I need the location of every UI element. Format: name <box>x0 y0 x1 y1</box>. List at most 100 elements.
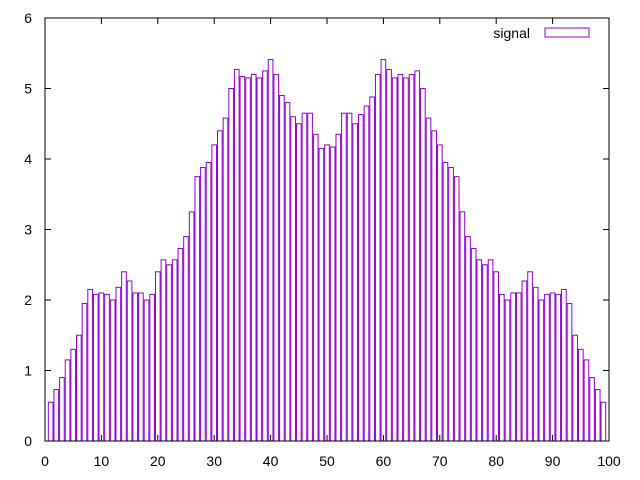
histogram-bar <box>431 130 437 442</box>
x-tick-label: 40 <box>263 453 279 469</box>
histogram-bar <box>284 102 291 442</box>
histogram-bar <box>121 271 127 442</box>
histogram-bar <box>346 112 353 442</box>
histogram-bar <box>318 147 325 442</box>
histogram-bar <box>425 117 432 442</box>
histogram-bar <box>279 95 285 442</box>
histogram-bar <box>414 70 421 442</box>
histogram-bar <box>589 377 595 442</box>
histogram-bar <box>459 211 466 442</box>
histogram-bar <box>290 116 296 442</box>
histogram-bar <box>324 144 330 442</box>
x-tick-label: 0 <box>41 453 49 469</box>
histogram-bar <box>59 377 65 442</box>
histogram-bar <box>273 73 280 442</box>
histogram-bar <box>555 293 562 442</box>
histogram-bar <box>222 117 229 442</box>
histogram-bar <box>487 259 494 442</box>
histogram-bar <box>239 76 246 442</box>
histogram-bar <box>329 146 336 442</box>
histogram-bar <box>171 259 178 442</box>
histogram-bar <box>183 236 189 442</box>
histogram-bar <box>262 70 268 442</box>
y-tick-label: 2 <box>24 292 32 308</box>
legend-label: signal <box>493 25 530 41</box>
bars-group <box>47 59 607 442</box>
y-tick-label: 5 <box>24 81 32 97</box>
x-tick-label: 50 <box>319 453 335 469</box>
y-tick-label: 4 <box>24 151 32 167</box>
histogram-bar <box>194 176 201 442</box>
x-tick-label: 80 <box>488 453 504 469</box>
histogram-bar <box>312 133 319 442</box>
histogram-bar <box>205 162 212 442</box>
histogram-bar <box>369 96 375 442</box>
histogram-bar <box>386 68 392 442</box>
histogram-bar <box>538 299 545 442</box>
histogram-bar <box>504 299 511 442</box>
histogram-bar <box>104 293 110 442</box>
histogram-bar <box>301 112 308 442</box>
histogram-bar <box>600 401 607 442</box>
histogram-bar <box>341 112 347 442</box>
histogram-bar <box>154 271 161 442</box>
histogram-bar <box>408 73 415 442</box>
histogram-bar <box>81 303 88 442</box>
histogram-bar <box>166 264 172 442</box>
histogram-bar <box>380 59 387 442</box>
x-tick-label: 30 <box>206 453 222 469</box>
histogram-bar <box>436 144 443 442</box>
histogram-bar <box>358 114 364 442</box>
histogram-bar <box>403 77 409 442</box>
histogram-bar <box>87 288 93 442</box>
histogram-bar <box>53 389 60 442</box>
histogram-bar <box>532 286 539 442</box>
histogram-bar <box>561 288 567 442</box>
histogram-bar <box>476 259 483 442</box>
histogram-bar <box>594 389 601 442</box>
histogram-bar <box>250 73 257 442</box>
histogram-bar <box>132 292 139 442</box>
histogram-bar <box>527 271 533 442</box>
histogram-bar <box>256 77 263 442</box>
y-tick-label: 3 <box>24 222 32 238</box>
plot-frame <box>44 17 610 442</box>
histogram-bar <box>352 123 359 442</box>
histogram-bar <box>465 236 471 442</box>
histogram-bar <box>577 348 584 442</box>
histogram-bar <box>544 293 550 442</box>
histogram-bar <box>245 77 251 442</box>
histogram-bar <box>515 292 522 442</box>
histogram-bar <box>295 123 302 442</box>
histogram-bar <box>335 133 342 442</box>
histogram-bar <box>521 280 528 442</box>
histogram-bar <box>188 211 195 442</box>
histogram-bar <box>211 144 218 442</box>
histogram-bar <box>493 271 500 442</box>
histogram-bar <box>583 359 590 442</box>
histogram-bar <box>363 105 370 442</box>
x-tick-label: 20 <box>150 453 166 469</box>
histogram-bar <box>448 166 454 442</box>
histogram-bar <box>109 299 116 442</box>
x-tick-label: 60 <box>376 453 392 469</box>
histogram-bar <box>510 292 516 442</box>
histogram-bar <box>143 299 150 442</box>
histogram-bar <box>160 259 167 442</box>
histogram-bar <box>549 292 556 442</box>
histogram-bar <box>267 59 274 442</box>
histogram-bar <box>374 73 381 442</box>
y-tick-label: 0 <box>24 433 32 449</box>
histogram-bar <box>482 264 488 442</box>
legend-swatch <box>544 27 590 38</box>
y-tick-label: 6 <box>24 10 32 26</box>
x-tick-label: 10 <box>94 453 110 469</box>
histogram-bar <box>470 248 477 442</box>
histogram-bar <box>200 166 206 442</box>
histogram-bar <box>76 334 82 442</box>
histogram-bar <box>47 401 54 442</box>
y-tick-label: 1 <box>24 363 32 379</box>
histogram-bar <box>70 348 77 442</box>
histogram-bar <box>566 303 573 442</box>
